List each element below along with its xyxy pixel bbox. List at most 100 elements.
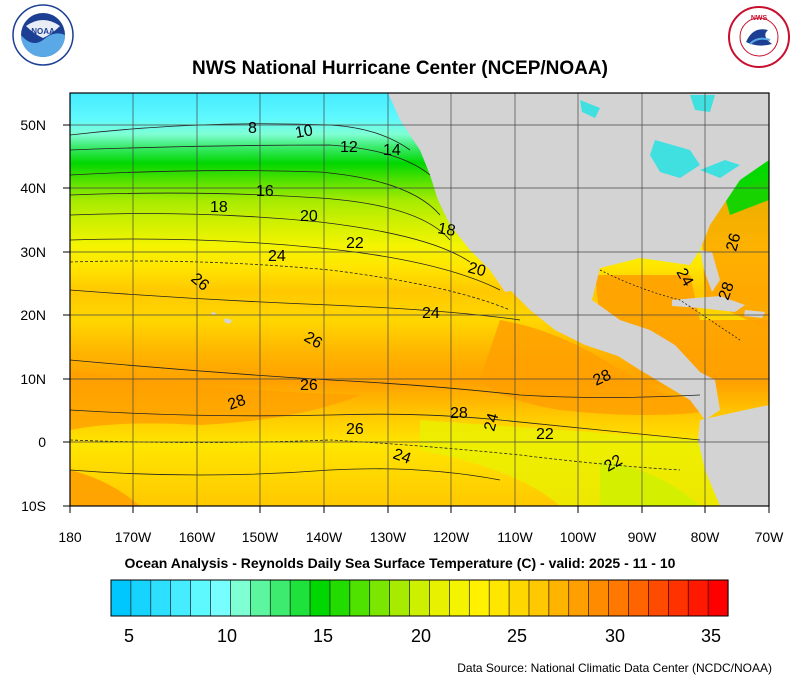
nws-logo: NWS <box>728 6 790 68</box>
lon-label: 170W <box>115 529 152 545</box>
hudson-bay <box>690 95 715 112</box>
nws-logo-text: NWS <box>751 15 768 22</box>
colorbar-swatch <box>449 579 470 617</box>
contour-label: 22 <box>602 452 626 476</box>
lat-label: 30N <box>20 244 46 260</box>
great-lakes <box>650 140 700 178</box>
map-frame <box>69 92 770 507</box>
data-source: Data Source: National Climatic Data Cent… <box>457 661 772 675</box>
colorbar-swatch <box>429 579 450 617</box>
lon-label: 70W <box>755 529 785 545</box>
contour-label: 24 <box>391 446 414 468</box>
colorbar: 5 10 15 20 25 30 35 <box>110 579 729 646</box>
colorbar-tick: 25 <box>507 626 527 646</box>
colorbar-swatch <box>528 579 550 617</box>
colorbar-swatch <box>369 579 391 617</box>
contour-label-group: 8 10 12 14 16 18 20 22 24 26 26 24 26 28… <box>187 120 744 475</box>
colorbar-swatch <box>389 579 411 617</box>
cool-tongue-south <box>600 460 700 506</box>
colorbar-swatch <box>110 579 132 617</box>
hawaii-land <box>224 318 232 324</box>
colorbar-swatch <box>190 579 212 617</box>
colorbar-swatch <box>568 579 590 617</box>
lat-label: 40N <box>20 180 46 196</box>
colorbar-swatch <box>349 579 371 617</box>
colorbar-swatches <box>110 579 729 617</box>
lon-label: 140W <box>306 529 343 545</box>
contour-label: 26 <box>346 421 364 438</box>
contour-label: 28 <box>450 405 468 422</box>
colorbar-swatch <box>648 579 669 617</box>
lon-label: 100W <box>560 529 597 545</box>
lon-label: 130W <box>370 529 407 545</box>
lon-label: 150W <box>242 529 279 545</box>
lon-labels: 180 170W 160W 150W 140W 130W 120W 110W 1… <box>58 529 784 545</box>
colorbar-swatch <box>230 579 251 617</box>
contour-label: 26 <box>723 231 744 253</box>
lat-label: 50N <box>20 117 46 133</box>
contour-label: 28 <box>591 367 614 390</box>
colorbar-swatch <box>687 579 709 617</box>
colorbar-swatch <box>170 579 192 617</box>
lon-label: 120W <box>433 529 470 545</box>
lat-lon-grid <box>70 93 769 506</box>
colorbar-swatch <box>628 579 649 617</box>
lat-label: 0 <box>38 434 46 450</box>
contour-label: 24 <box>422 305 440 322</box>
contour-label: 24 <box>268 248 286 265</box>
atlantic-cool <box>720 160 769 215</box>
colorbar-swatch <box>608 579 630 617</box>
colorbar-swatch <box>488 579 510 617</box>
map-title: NWS National Hurricane Center (NCEP/NOAA… <box>192 58 608 79</box>
colorbar-swatch <box>210 579 232 617</box>
map-subtitle: Ocean Analysis - Reynolds Daily Sea Surf… <box>124 555 676 571</box>
contour-label: 24 <box>673 266 697 290</box>
baja-land <box>476 240 515 292</box>
colorbar-swatch <box>508 579 530 617</box>
contour-label: 16 <box>256 183 274 200</box>
warm-pool-southwest <box>70 470 140 506</box>
contour-label: 14 <box>383 142 401 159</box>
colorbar-swatch <box>150 579 172 617</box>
caribbean-warm <box>595 275 769 380</box>
hawaii-islet <box>211 312 216 315</box>
lat-label: 10S <box>21 498 46 514</box>
colorbar-swatch <box>588 579 610 617</box>
colorbar-swatch <box>468 579 490 617</box>
colorbar-tick: 30 <box>605 626 625 646</box>
axis-ticks <box>63 124 770 513</box>
lon-label: 180 <box>58 529 82 545</box>
warm-pool-west <box>70 370 360 430</box>
contour-label: 8 <box>248 120 257 137</box>
colorbar-swatch <box>707 579 729 617</box>
colorbar-swatch <box>250 579 271 617</box>
lon-label: 160W <box>179 529 216 545</box>
sst-map: 8 10 12 14 16 18 20 22 24 26 26 24 26 28… <box>20 92 784 545</box>
contour-label: 18 <box>210 199 228 216</box>
contour-label: 22 <box>536 426 554 443</box>
contour-label: 20 <box>466 259 488 280</box>
colorbar-tick: 15 <box>313 626 333 646</box>
lon-label: 90W <box>628 529 658 545</box>
contour-label: 28 <box>226 392 249 414</box>
contour-label: 26 <box>301 329 325 353</box>
cuba-land <box>672 296 745 312</box>
lat-label: 10N <box>20 371 46 387</box>
contour-label: 22 <box>346 235 364 252</box>
colorbar-ticks: 5 10 15 20 25 30 35 <box>124 626 721 646</box>
hispaniola-land <box>744 310 765 318</box>
lon-label: 110W <box>497 529 533 545</box>
lat-label: 20N <box>20 307 46 323</box>
colorbar-tick: 10 <box>217 626 237 646</box>
colorbar-swatch <box>409 579 431 617</box>
colorbar-frame <box>110 579 729 617</box>
lon-label: 80W <box>691 529 721 545</box>
colorbar-swatch <box>548 579 570 617</box>
contour-label: 24 <box>481 411 502 433</box>
south-america-land <box>698 405 769 506</box>
noaa-logo: NOAA <box>12 4 74 66</box>
contour-label: 26 <box>300 377 318 394</box>
contour-lines <box>70 123 741 481</box>
colorbar-swatch <box>667 579 689 617</box>
contour-label: 12 <box>340 139 358 156</box>
